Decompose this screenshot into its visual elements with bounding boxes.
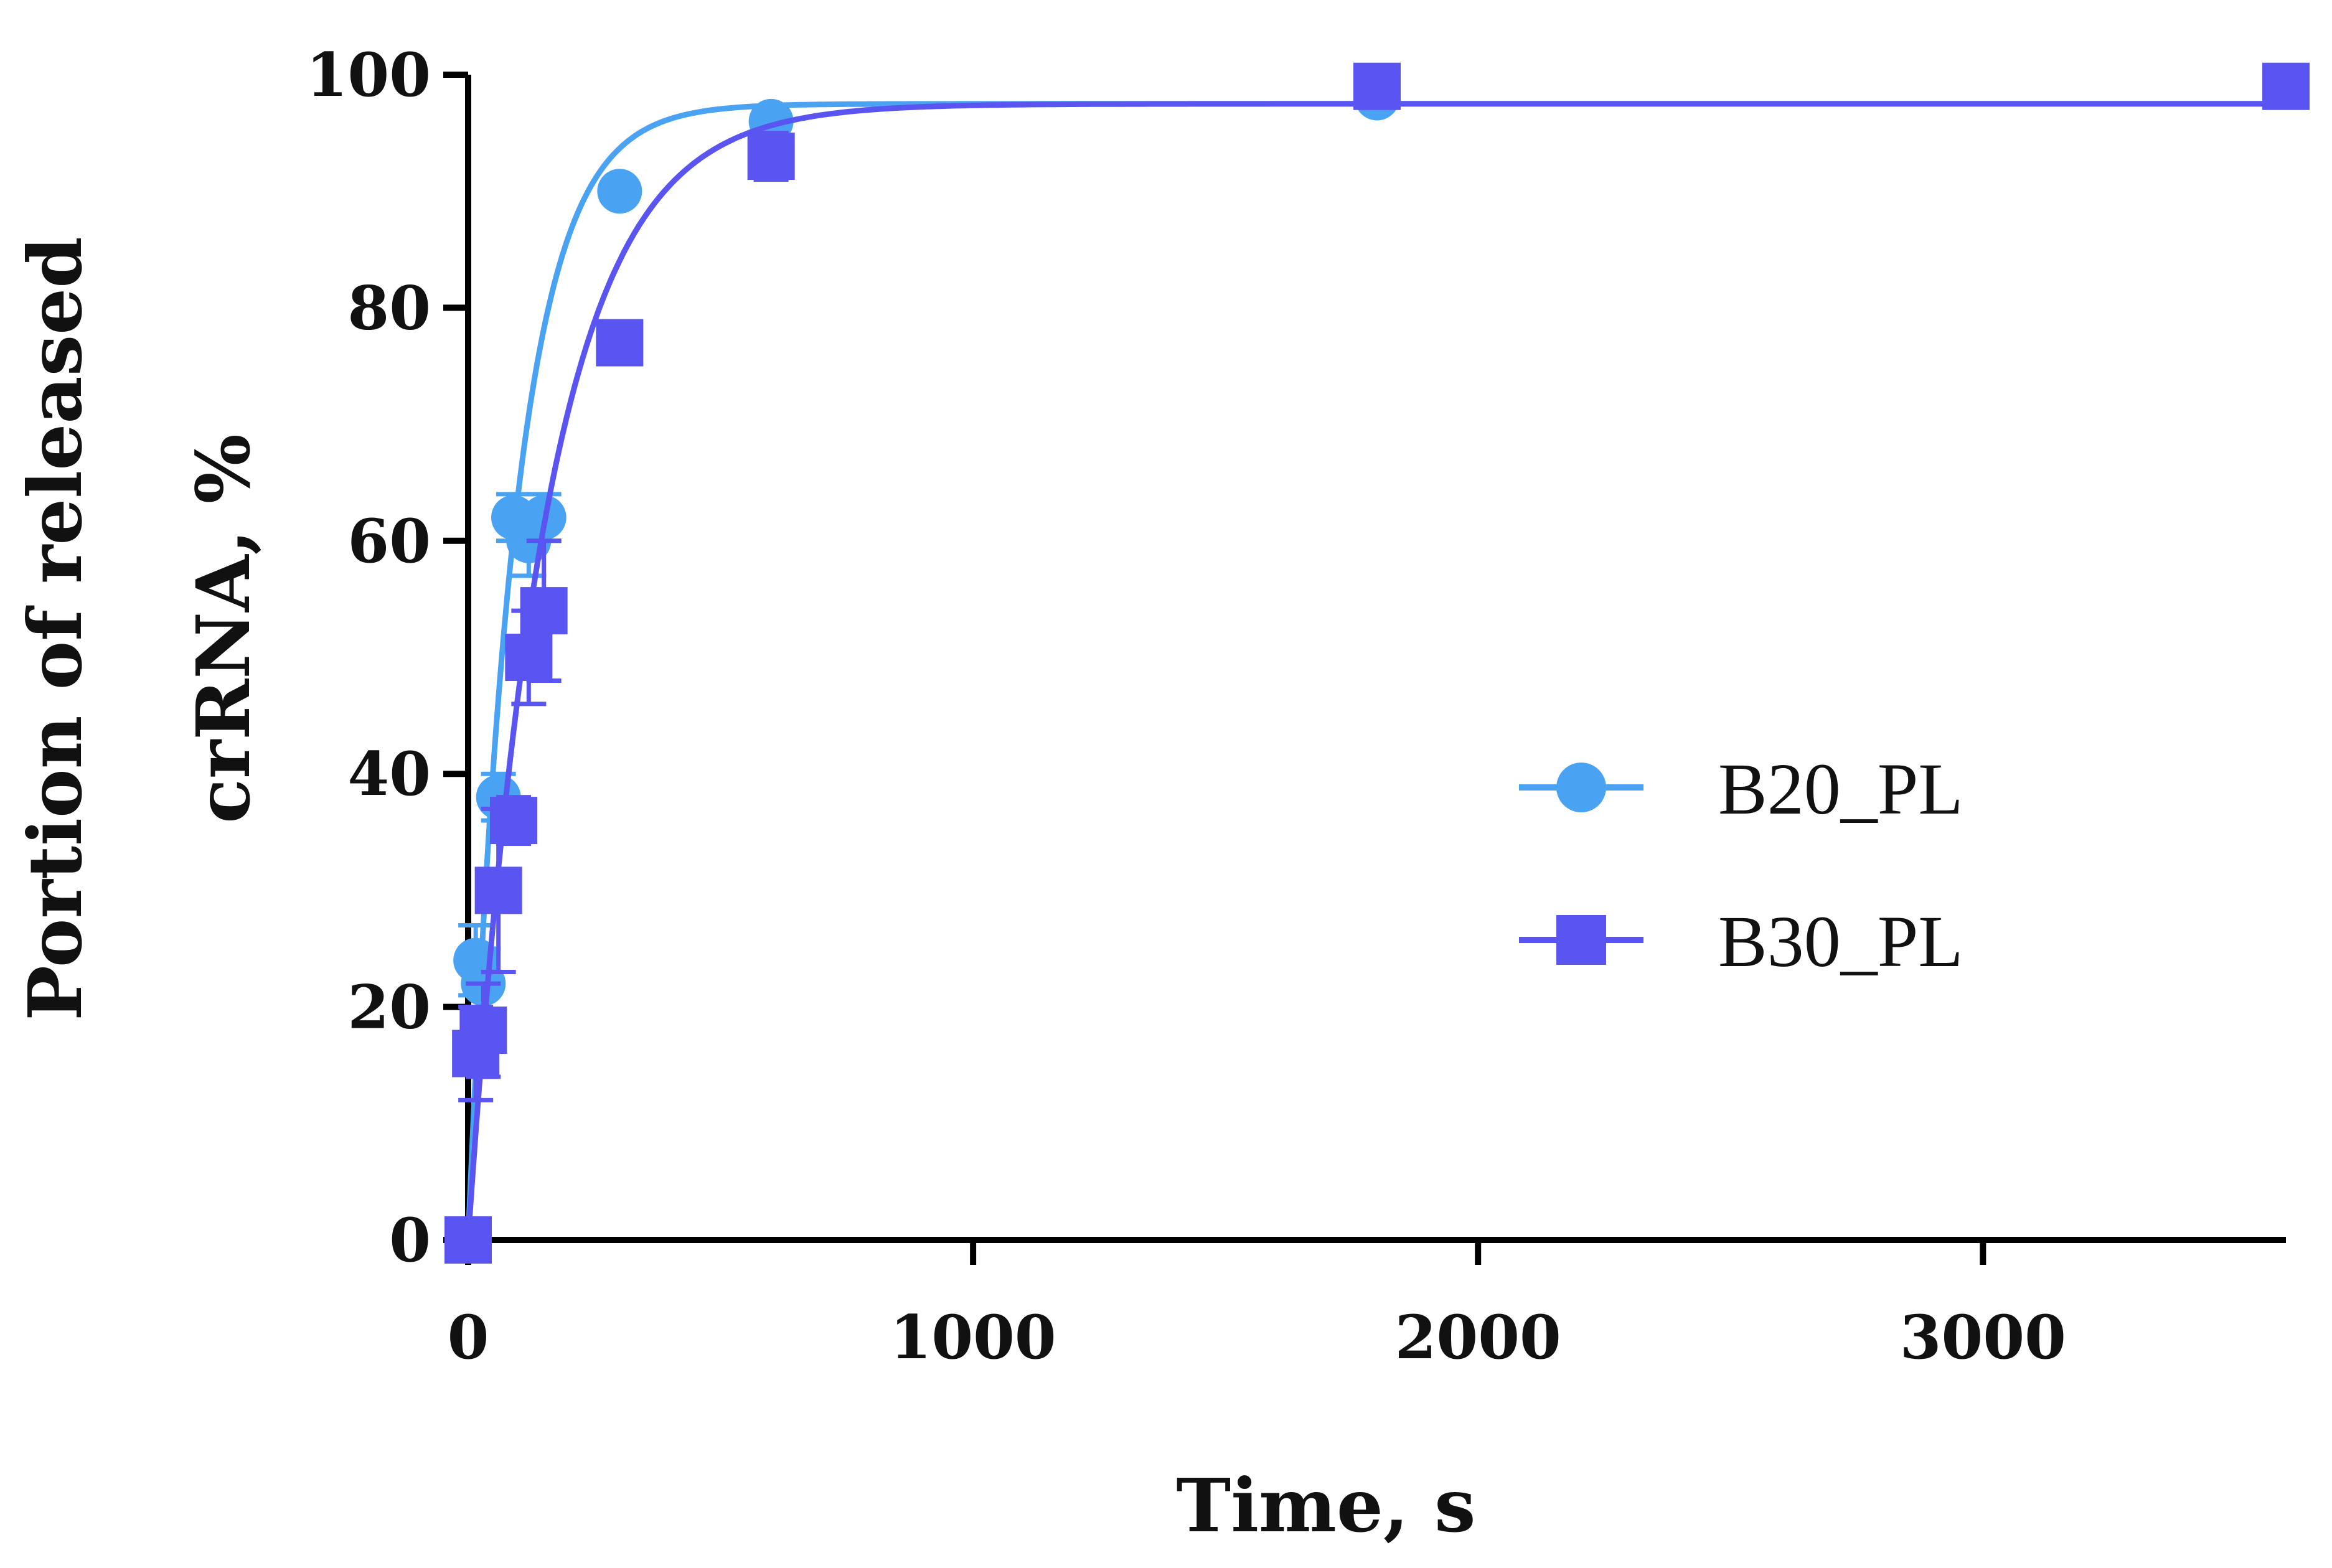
data-point <box>444 1216 492 1264</box>
series-B30_PL <box>444 62 2310 1264</box>
legend-label: B20_PL <box>1718 748 1963 830</box>
data-point <box>459 1007 507 1054</box>
x-axis-title: Time, s <box>1176 1462 1475 1549</box>
data-point <box>2262 62 2310 110</box>
legend-item-B30_PL: B30_PL <box>1519 901 1963 982</box>
x-tick-label: 2000 <box>1395 1302 1561 1373</box>
legend-marker <box>1556 915 1606 965</box>
y-tick-label: 40 <box>347 739 431 809</box>
data-point <box>474 866 522 914</box>
legend-item-B20_PL: B20_PL <box>1519 748 1963 830</box>
legend-marker <box>1556 763 1606 812</box>
y-tick-label: 80 <box>347 273 431 343</box>
data-point <box>1353 62 1401 110</box>
y-tick-label: 0 <box>389 1205 431 1275</box>
y-tick-label: 100 <box>306 40 431 110</box>
y-axis-title-line-1: Portion of released <box>12 237 98 1021</box>
data-point <box>490 797 537 845</box>
data-point <box>597 169 642 214</box>
x-tick-label: 3000 <box>1900 1302 2066 1373</box>
y-axis-title-line-2: crRNA, % <box>180 434 266 824</box>
series-B20_PL <box>446 63 2308 1262</box>
x-tick-label: 1000 <box>890 1302 1056 1373</box>
fit-curve <box>465 101 2286 1241</box>
data-point <box>520 587 568 635</box>
x-tick-label: 0 <box>448 1302 489 1373</box>
legend-label: B30_PL <box>1718 901 1963 982</box>
y-tick-label: 60 <box>347 506 431 576</box>
legend: B20_PL B30_PL <box>1519 748 1963 982</box>
y-tick-label: 20 <box>347 972 431 1043</box>
data-point <box>747 133 795 181</box>
data-point <box>596 319 644 367</box>
series-layer <box>444 62 2310 1264</box>
fit-curve <box>465 101 2286 1240</box>
